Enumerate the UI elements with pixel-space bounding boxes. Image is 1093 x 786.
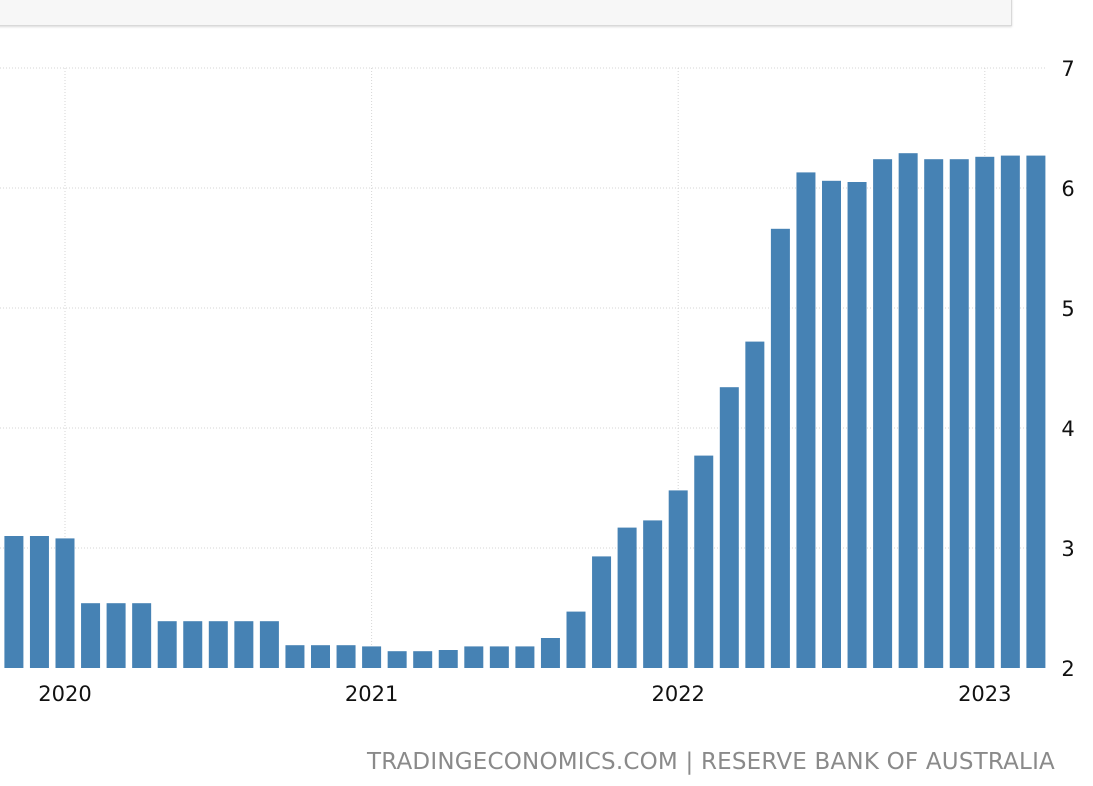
- y-tick-label-7: 7: [1061, 57, 1074, 81]
- y-tick-label-5: 5: [1061, 297, 1074, 321]
- x-tick-label-2023: 2023: [958, 682, 1011, 706]
- bar-2021-09[interactable]: [566, 611, 586, 668]
- bar-2023-01[interactable]: [975, 156, 995, 669]
- x-tick-label-2022: 2022: [651, 682, 704, 706]
- bar-2021-02[interactable]: [387, 651, 407, 668]
- bar-2022-02[interactable]: [694, 455, 714, 668]
- bar-2022-03[interactable]: [719, 387, 739, 668]
- bar-2021-01[interactable]: [362, 646, 382, 668]
- bar-2022-10[interactable]: [898, 153, 918, 668]
- top-panel: [0, 0, 1012, 26]
- bar-2019-12[interactable]: [29, 536, 49, 668]
- x-axis-tick-labels: 2020 2021 2022 2023: [38, 682, 1011, 706]
- bar-2020-02[interactable]: [81, 603, 101, 668]
- bar-2021-08[interactable]: [540, 638, 560, 668]
- bar-2020-11[interactable]: [311, 645, 330, 668]
- source-site: TRADINGECONOMICS.COM: [367, 749, 678, 775]
- bar-2021-05[interactable]: [464, 646, 484, 668]
- source-separator: |: [685, 749, 694, 775]
- bar-2020-04[interactable]: [132, 603, 152, 668]
- y-tick-label-3: 3: [1061, 537, 1074, 561]
- bars-layer: [4, 153, 1046, 669]
- x-tick-label-2021: 2021: [345, 682, 398, 706]
- bar-2019-11[interactable]: [4, 536, 24, 668]
- bar-2022-09[interactable]: [873, 159, 893, 668]
- bar-2021-12[interactable]: [643, 520, 663, 668]
- bar-2020-09[interactable]: [259, 621, 279, 668]
- bar-2020-10[interactable]: [285, 645, 305, 668]
- bar-2020-05[interactable]: [157, 621, 177, 668]
- bar-2020-08[interactable]: [234, 621, 254, 668]
- bar-2021-10[interactable]: [592, 556, 612, 668]
- bar-2022-06[interactable]: [796, 172, 816, 668]
- y-tick-label-6: 6: [1061, 177, 1074, 201]
- source-provider: RESERVE BANK OF AUSTRALIA: [700, 749, 1055, 775]
- bar-2022-04[interactable]: [745, 341, 765, 668]
- y-tick-label-2: 2: [1061, 657, 1074, 681]
- bar-2020-12[interactable]: [336, 645, 356, 668]
- bar-2020-07[interactable]: [208, 621, 228, 668]
- bar-2020-03[interactable]: [106, 603, 126, 668]
- y-axis-tick-labels: 2 3 4 5 6 7: [1061, 57, 1074, 681]
- bar-2021-04[interactable]: [438, 650, 458, 668]
- bar-2022-08[interactable]: [847, 182, 867, 668]
- bar-2023-02[interactable]: [1000, 155, 1020, 669]
- x-tick-label-2020: 2020: [38, 682, 91, 706]
- bar-2020-01[interactable]: [55, 538, 75, 668]
- y-tick-label-4: 4: [1061, 417, 1074, 441]
- bar-2022-01[interactable]: [668, 490, 688, 668]
- bar-2022-07[interactable]: [822, 180, 841, 669]
- bar-2023-03[interactable]: [1026, 155, 1046, 669]
- bar-2022-05[interactable]: [770, 228, 790, 669]
- bar-2021-11[interactable]: [617, 527, 637, 668]
- bar-2021-06[interactable]: [489, 646, 509, 668]
- bar-2022-12[interactable]: [949, 159, 969, 668]
- bar-2020-06[interactable]: [183, 621, 203, 668]
- bar-2021-03[interactable]: [413, 651, 433, 668]
- bar-2021-07[interactable]: [515, 646, 535, 668]
- bar-2022-11[interactable]: [924, 159, 944, 668]
- source-credit: TRADINGECONOMICS.COM | RESERVE BANK OF A…: [367, 749, 1055, 775]
